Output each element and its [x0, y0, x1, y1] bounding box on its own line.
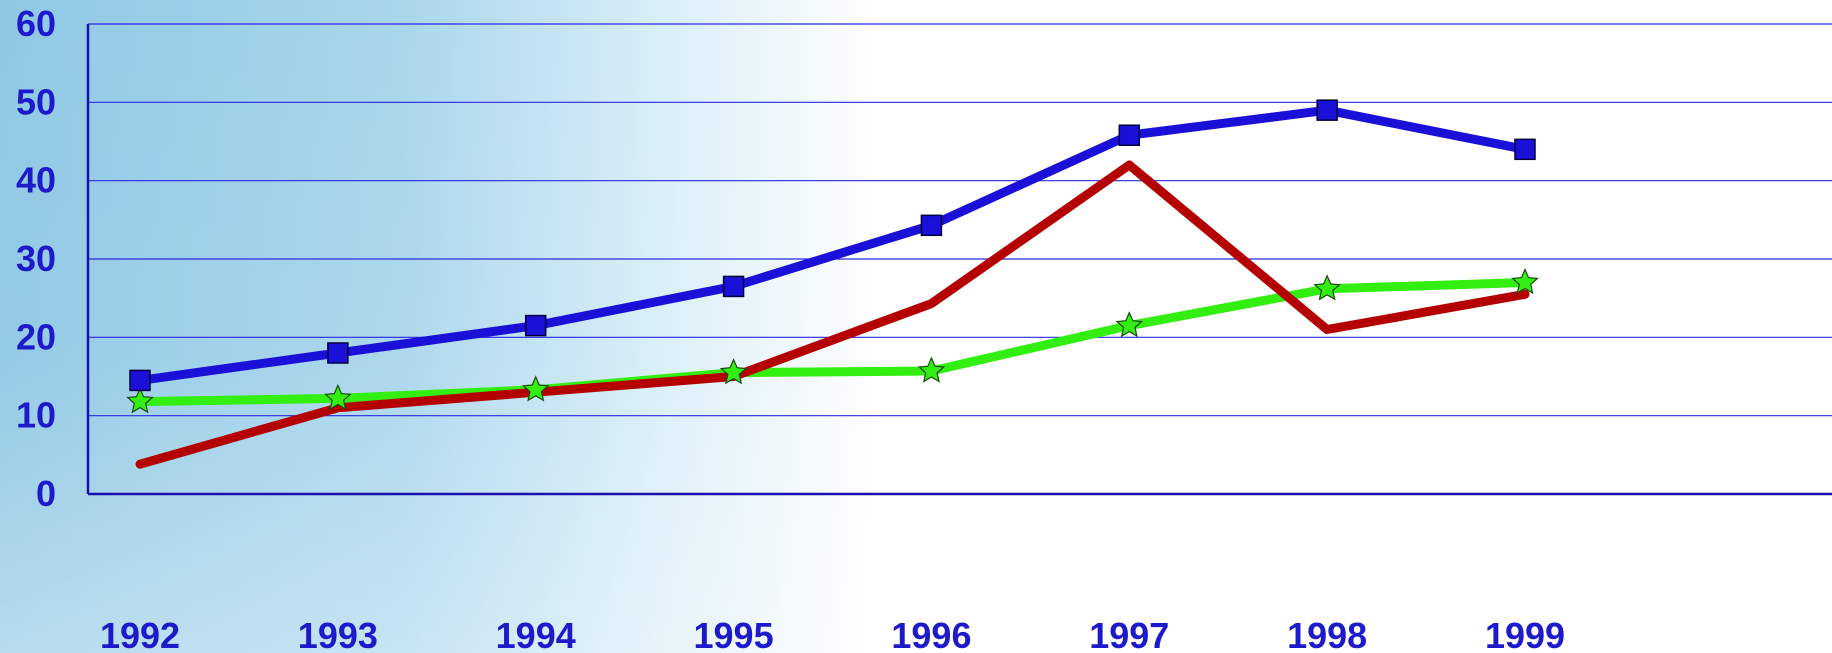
y-tick-label: 40: [16, 160, 56, 201]
data-point-square: [327, 342, 349, 364]
data-point-star: [1313, 274, 1341, 301]
y-tick-label: 0: [36, 473, 56, 514]
data-point-star: [719, 358, 748, 385]
gridlines: [88, 23, 1832, 417]
series-line-0: [135, 105, 1530, 385]
data-point-star: [1511, 267, 1539, 295]
data-point-star: [324, 383, 352, 411]
x-tick-label: 1992: [100, 615, 180, 653]
data-point-square: [722, 275, 745, 298]
data-point-square: [920, 214, 943, 237]
series-lines: [135, 105, 1530, 469]
data-point-star: [1115, 311, 1144, 338]
axes: [86, 24, 1832, 496]
x-tick-label: 1999: [1485, 615, 1565, 653]
y-tick-label: 60: [16, 3, 56, 44]
x-tick-label: 1998: [1287, 615, 1367, 653]
series-markers: [126, 99, 1539, 414]
x-tick-label: 1993: [298, 615, 378, 653]
x-tick-labels: 1992 1993 1994 1995 1996 1997 1998 1999: [100, 615, 1565, 653]
y-tick-label: 50: [16, 81, 56, 122]
series-line-2: [135, 278, 1530, 407]
x-tick-label: 1996: [891, 615, 971, 653]
data-point-star: [126, 387, 154, 414]
y-tick-label: 30: [16, 238, 56, 279]
data-point-square: [1316, 99, 1338, 121]
y-tick-labels: 0 10 20 30 40 50 60: [16, 3, 56, 514]
data-point-square: [129, 369, 151, 392]
x-tick-label: 1997: [1089, 615, 1169, 653]
x-tick-label: 1995: [694, 615, 774, 653]
data-point-square: [524, 314, 547, 337]
y-tick-label: 20: [16, 316, 56, 357]
x-tick-label: 1994: [496, 615, 576, 653]
y-tick-label: 10: [16, 395, 56, 436]
data-point-star: [917, 356, 946, 383]
series-line-1: [135, 160, 1530, 469]
data-point-square: [1118, 124, 1141, 146]
data-point-star: [521, 375, 550, 402]
data-point-square: [1514, 138, 1536, 161]
